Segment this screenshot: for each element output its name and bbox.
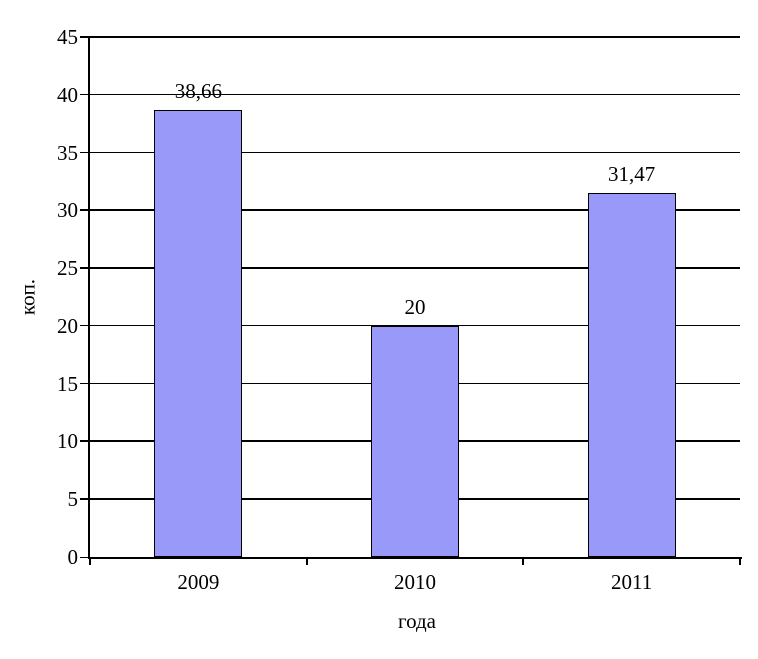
x-axis-tick bbox=[89, 559, 91, 565]
y-tick-label: 30 bbox=[57, 198, 78, 223]
x-axis-tick bbox=[739, 559, 741, 565]
gridline bbox=[80, 36, 740, 38]
y-tick-label: 5 bbox=[67, 487, 79, 512]
gridline bbox=[80, 267, 740, 269]
y-axis-line bbox=[88, 36, 90, 559]
x-axis-tick bbox=[522, 559, 525, 565]
y-tick-label: 40 bbox=[57, 82, 78, 107]
bar bbox=[154, 110, 243, 557]
y-tick-label: 0 bbox=[67, 545, 79, 569]
y-axis-tick bbox=[80, 556, 90, 558]
y-tick-label: 10 bbox=[57, 429, 78, 454]
gridline bbox=[80, 324, 740, 327]
bar bbox=[371, 325, 459, 557]
x-axis-tick bbox=[305, 559, 308, 565]
y-tick-label: 35 bbox=[57, 140, 78, 165]
y-tick-label: 15 bbox=[57, 371, 78, 396]
y-tick-label: 45 bbox=[57, 25, 78, 49]
bar-value-label: 38,66 bbox=[174, 79, 222, 104]
x-axis-title: года bbox=[398, 609, 436, 633]
x-tick-label: 2011 bbox=[611, 570, 653, 594]
bar-value-label: 31,47 bbox=[608, 162, 656, 187]
x-tick-label: 2009 bbox=[177, 570, 220, 594]
y-tick-label: 20 bbox=[57, 313, 78, 338]
x-tick-label: 2010 bbox=[394, 570, 436, 594]
bar bbox=[587, 193, 676, 557]
gridline bbox=[80, 209, 740, 211]
gridline bbox=[80, 93, 740, 96]
x-axis-line bbox=[88, 557, 742, 559]
bar-value-label: 20 bbox=[404, 294, 426, 319]
gridline bbox=[80, 151, 740, 154]
y-tick-label: 25 bbox=[57, 256, 78, 281]
